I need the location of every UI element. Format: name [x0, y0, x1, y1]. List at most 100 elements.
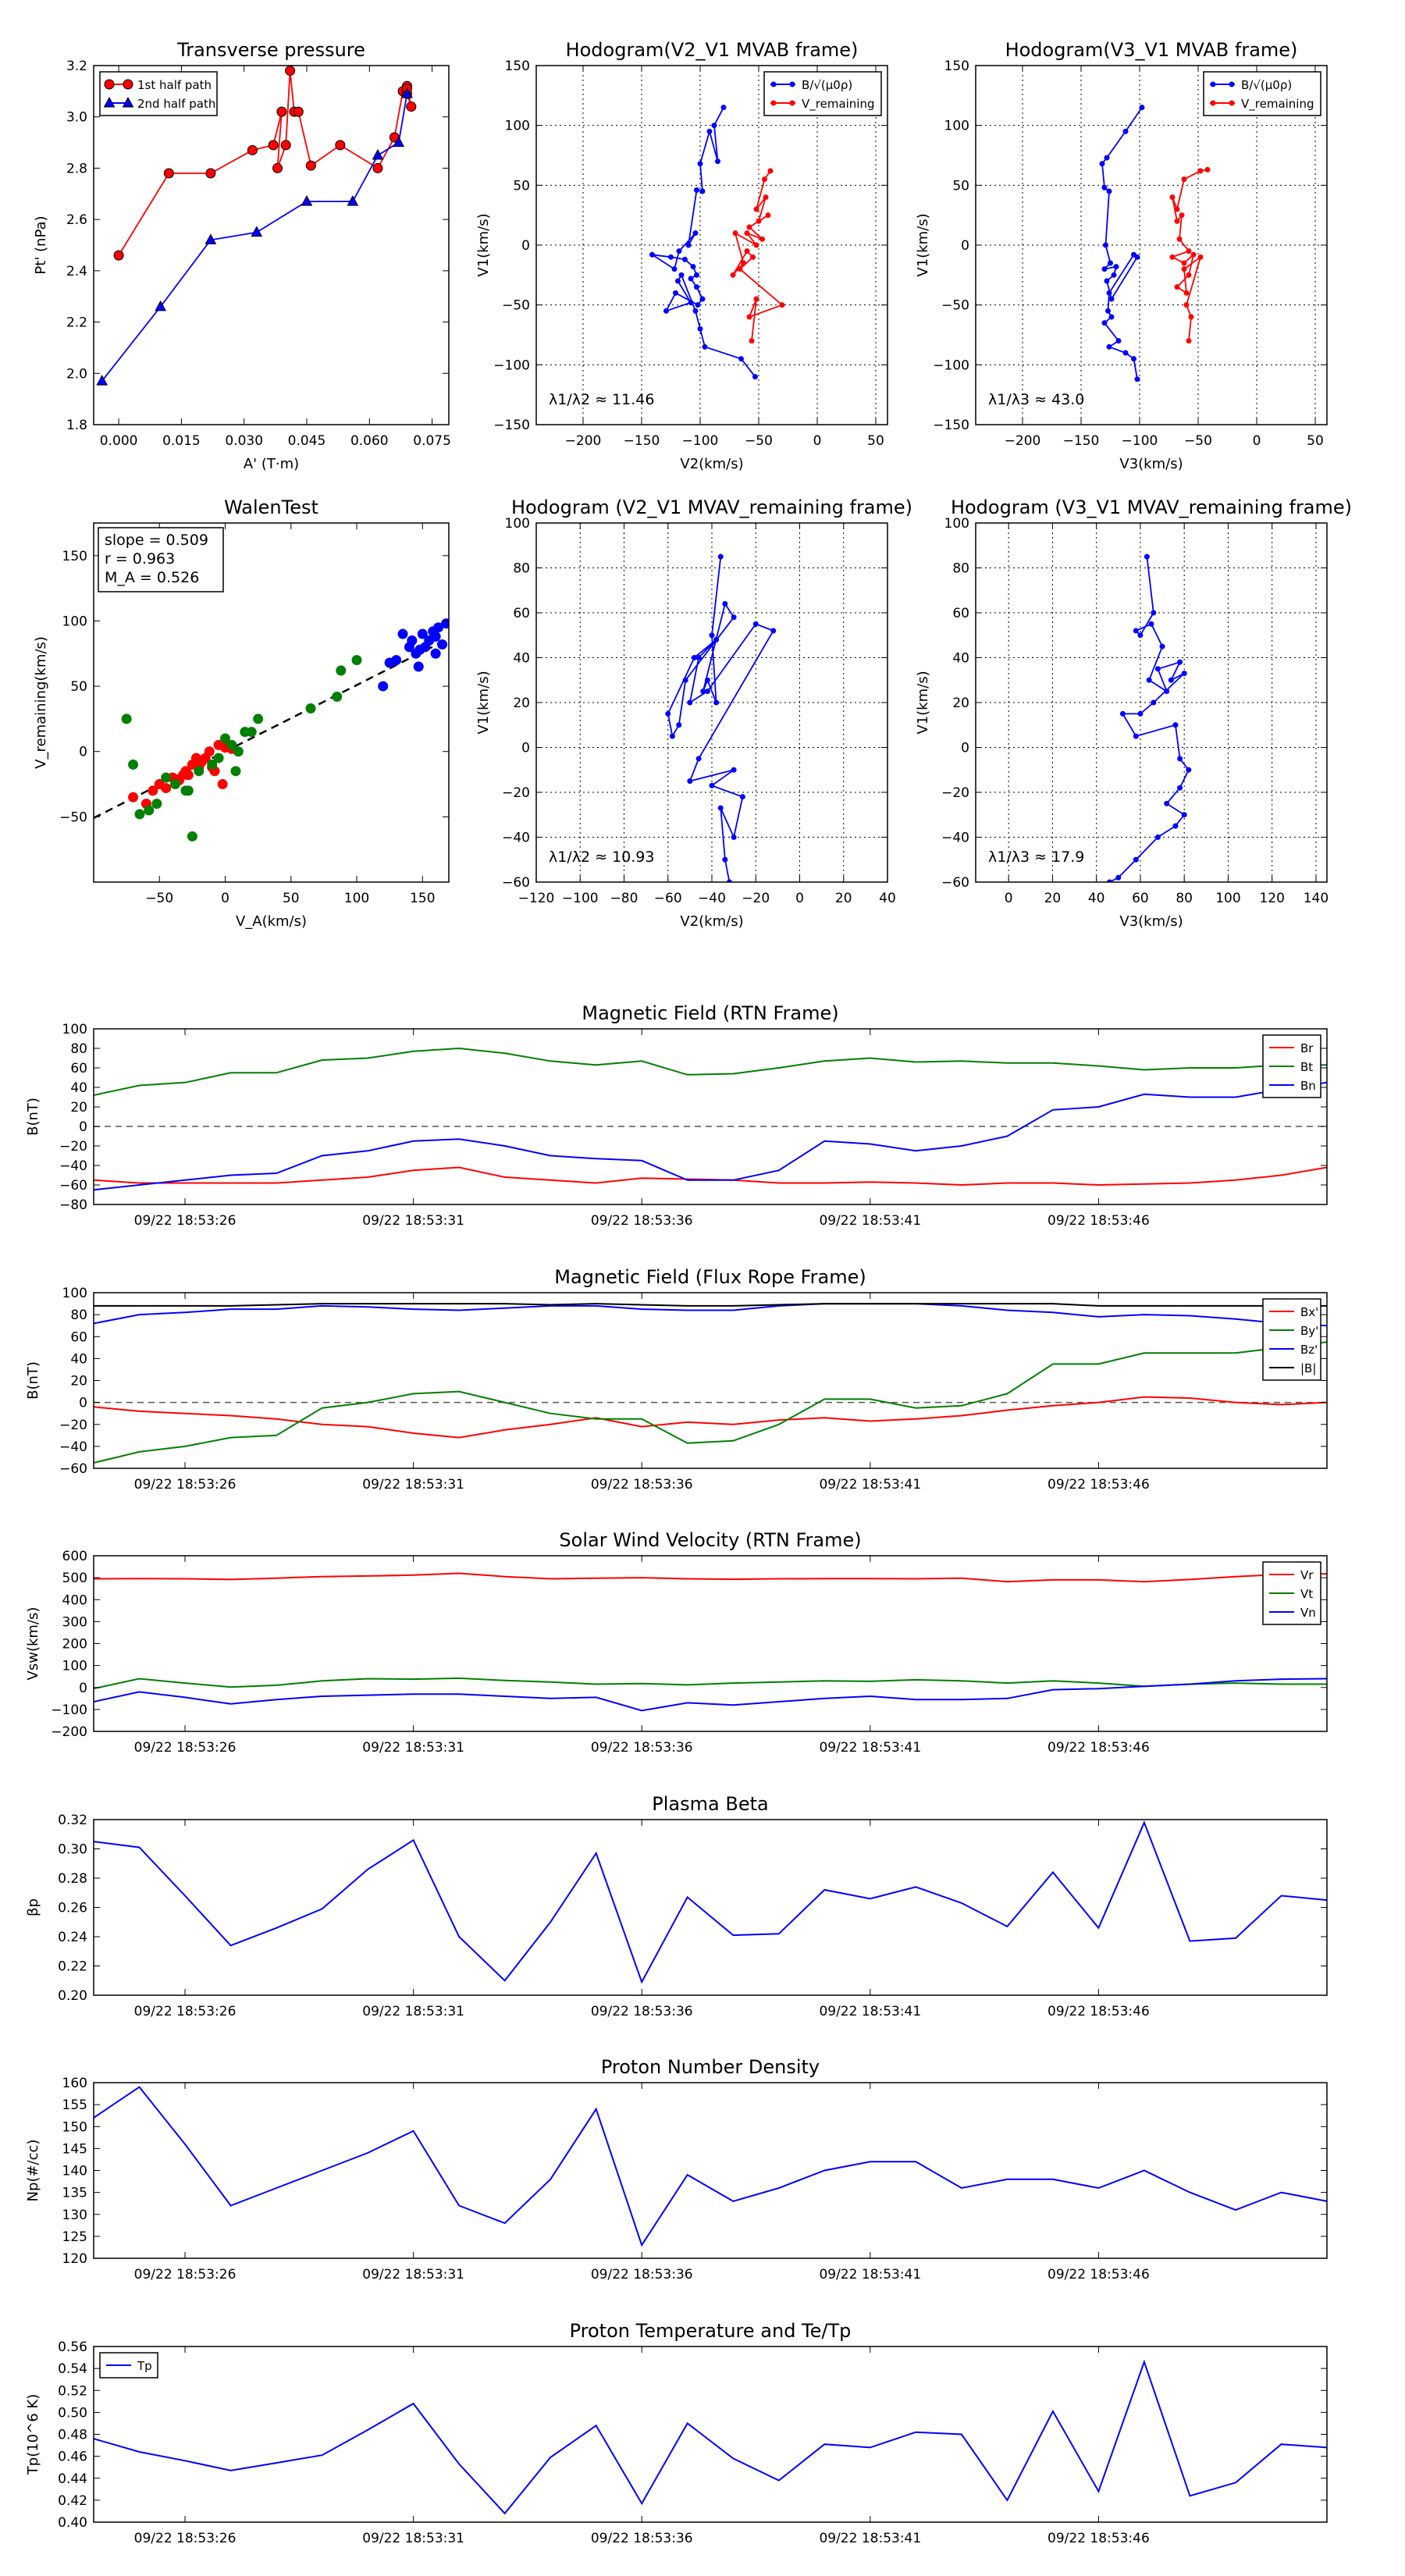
x-tick-label: 09/22 18:53:41 — [819, 2267, 921, 2282]
x-tick-label: 50 — [867, 433, 884, 449]
legend-label: By' — [1300, 1324, 1318, 1338]
data-point — [1115, 874, 1122, 881]
data-point — [1146, 677, 1152, 683]
x-tick-label: 09/22 18:53:26 — [134, 1213, 237, 1229]
series-line-tp — [94, 2359, 1327, 2515]
data-point — [665, 710, 671, 717]
data-point — [753, 206, 759, 212]
x-tick-label: −120 — [518, 891, 555, 906]
data-point — [430, 632, 441, 642]
data-point — [715, 158, 720, 165]
y-tick-label: 50 — [952, 178, 969, 194]
gridlines — [976, 523, 1327, 882]
data-point — [1179, 212, 1185, 219]
legend-label: Vn — [1300, 1606, 1316, 1620]
data-point — [335, 140, 346, 151]
data-point — [1186, 272, 1192, 278]
data-point — [128, 759, 139, 770]
y-tick-label: 80 — [70, 1308, 87, 1323]
x-tick-label: 09/22 18:53:31 — [362, 2004, 464, 2019]
data-point — [1174, 218, 1180, 224]
y-tick-label: 0 — [79, 745, 87, 760]
gridlines — [536, 66, 887, 425]
y-tick-label: 135 — [62, 2186, 87, 2201]
chart-title: WalenTest — [224, 496, 318, 518]
plot-area — [94, 2086, 1327, 2247]
chart-hodogram-v3-v1-mvab: Hodogram(V3_V1 MVAB frame) −200 −150 −100 −5… — [915, 39, 1328, 472]
legend-label: Bt — [1300, 1060, 1313, 1074]
data-point — [1139, 105, 1145, 111]
y-tick-label: −50 — [59, 809, 87, 825]
data-point — [1181, 260, 1187, 266]
data-point — [161, 783, 172, 794]
y-tick-label: 0.20 — [58, 1988, 87, 2004]
x-tick-label: 0.060 — [350, 433, 389, 449]
y-tick-label: −40 — [59, 1158, 87, 1174]
y-tick-label: 160 — [62, 2076, 87, 2091]
x-tick-label: 0 — [1253, 433, 1261, 449]
legend-marker — [1210, 100, 1216, 106]
data-point — [391, 655, 402, 666]
legend-marker — [770, 100, 777, 106]
data-point — [1154, 834, 1161, 840]
data-point — [697, 161, 703, 167]
y-tick-label: 0 — [961, 238, 969, 254]
plot-area — [1107, 553, 1192, 882]
data-point — [1151, 699, 1157, 706]
x-tick-label: 09/22 18:53:46 — [1048, 2004, 1150, 2019]
data-point — [737, 266, 743, 272]
plot-area — [94, 2359, 1327, 2515]
data-point — [678, 272, 685, 278]
y-tick-label: −50 — [502, 298, 530, 314]
x-tick-label: −50 — [745, 433, 773, 449]
y-tick-label: 140 — [62, 2164, 87, 2179]
legend-label: |B| — [1300, 1361, 1316, 1375]
y-tick-label: −60 — [59, 1461, 87, 1477]
y-tick-label: 1.8 — [66, 418, 87, 433]
x-tick-label: 09/22 18:53:36 — [591, 1213, 693, 1229]
x-tick-label: 09/22 18:53:36 — [591, 2531, 693, 2546]
plot-area — [1099, 105, 1211, 382]
x-tick-label: 09/22 18:53:31 — [362, 1213, 464, 1229]
plot-area — [649, 105, 785, 380]
data-point — [750, 254, 756, 260]
data-point — [744, 248, 750, 254]
x-tick-label: 80 — [1176, 891, 1193, 906]
data-point — [1134, 376, 1140, 382]
y-tick-label: 40 — [952, 651, 969, 667]
data-point — [276, 106, 287, 117]
legend-box — [99, 71, 218, 116]
data-point — [706, 128, 713, 134]
data-point — [695, 655, 702, 660]
data-point — [1186, 338, 1192, 344]
y-tick-label: −100 — [933, 358, 969, 373]
data-point — [752, 374, 758, 380]
x-tick-label: 20 — [835, 891, 852, 906]
data-point — [187, 831, 197, 841]
y-tick-label: 145 — [62, 2141, 87, 2157]
plot-area — [94, 1303, 1327, 1464]
data-point — [722, 601, 728, 607]
y-tick-label: 300 — [62, 1614, 87, 1630]
x-tick-label: 150 — [410, 891, 435, 906]
data-point — [372, 148, 384, 160]
legend-label: 1st half path — [137, 78, 212, 92]
x-tick-label: 50 — [283, 891, 300, 906]
y-tick-label: 0.32 — [58, 1813, 87, 1828]
x-tick-label: −40 — [698, 891, 726, 906]
data-point — [746, 224, 752, 230]
x-tick-label: 09/22 18:53:26 — [134, 1477, 237, 1493]
y-tick-label: −20 — [59, 1418, 87, 1433]
legend-marker — [123, 79, 133, 90]
data-point — [372, 162, 383, 173]
legend-label: 2nd half path — [137, 97, 215, 111]
axis-ticks: −200 −150 −100 −50 0 50 −150 −100 −50 0 50 100 150 — [493, 59, 887, 449]
data-point — [213, 753, 224, 763]
data-point — [687, 778, 693, 785]
legend-marker — [770, 81, 777, 87]
chart-title: Hodogram (V2_V1 MVAV_remaining frame) — [511, 496, 912, 518]
data-point — [732, 230, 738, 237]
y-tick-label: −150 — [933, 418, 969, 433]
x-tick-label: 09/22 18:53:46 — [1048, 2267, 1150, 2282]
